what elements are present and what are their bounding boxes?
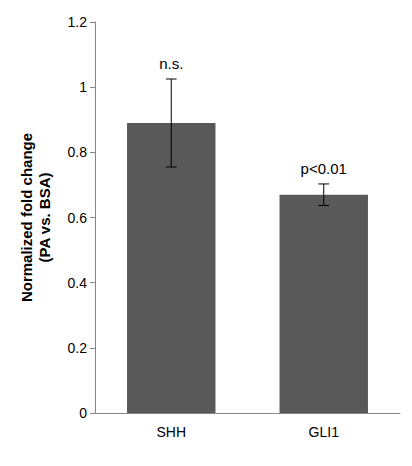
svg-text:n.s.: n.s.	[159, 55, 183, 72]
svg-text:0: 0	[79, 405, 87, 421]
svg-text:1.2: 1.2	[68, 14, 88, 30]
svg-text:1: 1	[79, 79, 87, 95]
svg-text:Normalized fold change: Normalized fold change	[18, 133, 35, 302]
svg-text:SHH: SHH	[156, 424, 186, 440]
svg-text:GLI1: GLI1	[309, 424, 340, 440]
svg-text:(PA vs. BSA): (PA vs. BSA)	[36, 172, 53, 262]
svg-text:p<0.01: p<0.01	[301, 160, 347, 177]
svg-text:0.6: 0.6	[68, 210, 88, 226]
svg-text:0.4: 0.4	[68, 275, 88, 291]
svg-text:0.8: 0.8	[68, 144, 88, 160]
svg-text:0.2: 0.2	[68, 340, 88, 356]
